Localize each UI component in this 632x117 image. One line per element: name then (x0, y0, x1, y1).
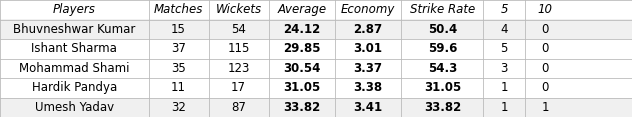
Text: 3.37: 3.37 (354, 62, 382, 75)
Text: 15: 15 (171, 23, 186, 36)
Text: 33.82: 33.82 (283, 101, 320, 114)
Text: Bhuvneshwar Kumar: Bhuvneshwar Kumar (13, 23, 135, 36)
Text: 115: 115 (228, 42, 250, 55)
Text: 35: 35 (171, 62, 186, 75)
Text: Wickets: Wickets (216, 3, 262, 16)
Text: 50.4: 50.4 (428, 23, 457, 36)
Bar (0, 58, 632, 78)
Bar (0, 78, 632, 97)
Text: 1: 1 (501, 81, 507, 94)
Text: 87: 87 (231, 101, 246, 114)
Text: Average: Average (277, 3, 326, 16)
Bar (0, 0, 632, 20)
Text: 10: 10 (538, 3, 552, 16)
Text: 0: 0 (542, 81, 549, 94)
Text: 3.41: 3.41 (353, 101, 383, 114)
Text: 0: 0 (542, 23, 549, 36)
Text: 2.87: 2.87 (353, 23, 383, 36)
Text: 3.01: 3.01 (354, 42, 382, 55)
Text: 33.82: 33.82 (424, 101, 461, 114)
Text: 31.05: 31.05 (424, 81, 461, 94)
Text: Strike Rate: Strike Rate (410, 3, 475, 16)
Text: Hardik Pandya: Hardik Pandya (32, 81, 117, 94)
Text: 32: 32 (171, 101, 186, 114)
Text: 1: 1 (501, 101, 507, 114)
Text: Ishant Sharma: Ishant Sharma (32, 42, 117, 55)
Text: 17: 17 (231, 81, 246, 94)
Text: 31.05: 31.05 (283, 81, 320, 94)
Text: Umesh Yadav: Umesh Yadav (35, 101, 114, 114)
Bar (0, 39, 632, 58)
Text: 4: 4 (501, 23, 507, 36)
Text: 3: 3 (501, 62, 507, 75)
Text: 24.12: 24.12 (283, 23, 320, 36)
Text: 123: 123 (228, 62, 250, 75)
Text: 1: 1 (542, 101, 549, 114)
Text: Mohammad Shami: Mohammad Shami (19, 62, 130, 75)
Text: 5: 5 (501, 3, 507, 16)
Text: 54.3: 54.3 (428, 62, 457, 75)
Text: 59.6: 59.6 (428, 42, 457, 55)
Text: Matches: Matches (154, 3, 204, 16)
Text: 5: 5 (501, 42, 507, 55)
Text: Players: Players (53, 3, 95, 16)
Text: 29.85: 29.85 (283, 42, 320, 55)
Text: 30.54: 30.54 (283, 62, 320, 75)
Text: 37: 37 (171, 42, 186, 55)
Text: 3.38: 3.38 (353, 81, 383, 94)
Bar (0, 97, 632, 117)
Text: 11: 11 (171, 81, 186, 94)
Text: 0: 0 (542, 42, 549, 55)
Text: Economy: Economy (341, 3, 396, 16)
Bar (0, 20, 632, 39)
Text: 54: 54 (231, 23, 246, 36)
Text: 0: 0 (542, 62, 549, 75)
